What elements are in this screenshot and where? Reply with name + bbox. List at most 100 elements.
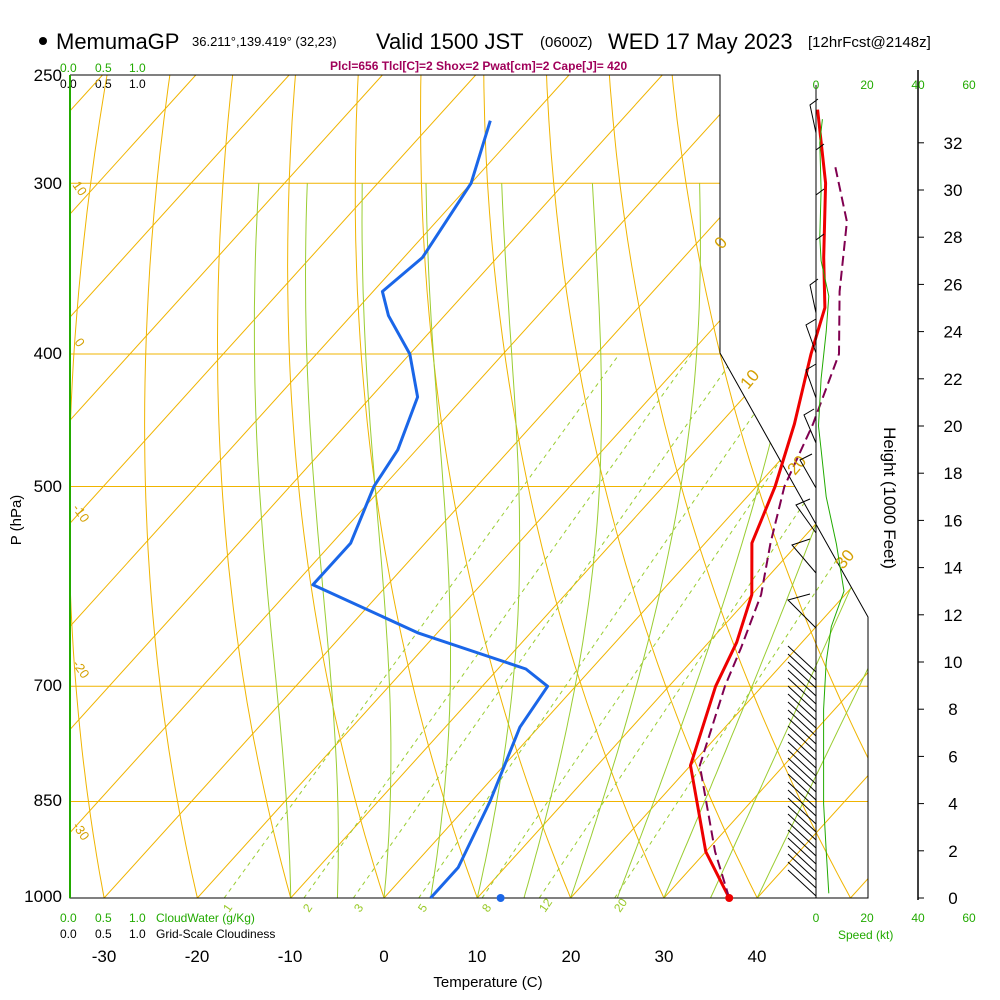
wind-barb-low xyxy=(787,717,817,745)
moist-adiabat-line xyxy=(570,183,701,898)
forecast-run: [12hrFcst@2148z] xyxy=(808,34,931,51)
wind-barb-low xyxy=(787,709,817,737)
valid-time: Valid 1500 JST xyxy=(376,29,524,54)
t-tick-10: 10 xyxy=(468,947,487,966)
wind-barb-low xyxy=(787,677,817,705)
wind-barb-low xyxy=(787,725,817,753)
dry-adiabat-line xyxy=(980,51,1000,927)
isotherm-line xyxy=(290,75,868,898)
wind-barb-low xyxy=(787,821,817,849)
top-green-scale-1: 0.5 xyxy=(95,61,112,75)
wind-barb-low xyxy=(787,685,817,713)
wind-barb-upper xyxy=(815,143,825,178)
top-green-scale-2: 1.0 xyxy=(129,61,146,75)
mixing-ratio-line-1 xyxy=(223,353,620,898)
dry-adiabat-line xyxy=(70,75,112,898)
temperature-axis: -30 -20 -10 0 10 20 30 40 xyxy=(92,947,767,966)
isotherm-line xyxy=(70,75,756,898)
wind-barb-low xyxy=(787,797,817,825)
speed-top-0: 0 xyxy=(813,78,820,92)
wind-barb-upper xyxy=(805,363,817,399)
isotherm-line xyxy=(70,75,570,898)
wind-barb-upper xyxy=(809,278,819,314)
bottom-green-scale-2: 1.0 xyxy=(129,911,146,925)
wind-barb-low xyxy=(787,661,817,689)
speed-bottom-40: 40 xyxy=(911,911,925,925)
wind-barb-upper xyxy=(791,538,817,574)
x-axis-label: Temperature (C) xyxy=(433,974,542,991)
wind-barb-low xyxy=(787,669,817,697)
wind-barb-low xyxy=(787,765,817,793)
height-tick-0: 0 xyxy=(948,889,957,908)
surface-dewpoint-marker xyxy=(496,894,505,902)
isotherm-line xyxy=(70,75,477,898)
isotherm-line xyxy=(70,75,383,898)
speed-bottom-60: 60 xyxy=(962,911,976,925)
mixing-label-8: 8 xyxy=(479,901,494,915)
dry-adiabat-line xyxy=(855,75,868,898)
moist-adiabat-line xyxy=(756,182,868,898)
moist-adiabat-line xyxy=(710,183,868,898)
wind-barb-low xyxy=(787,749,817,777)
height-tick-6: 6 xyxy=(948,747,957,766)
wind-barb-low xyxy=(787,781,817,809)
height-tick-30: 30 xyxy=(944,181,963,200)
wind-barb-upper xyxy=(787,593,817,629)
mixing-ratio-line-8 xyxy=(481,353,854,898)
dry-adiabat-line xyxy=(144,75,205,898)
wind-barb-upper xyxy=(795,498,817,534)
moist-adiabat-line xyxy=(616,183,817,898)
wind-speed-trace xyxy=(817,119,845,894)
wind-barb-low xyxy=(787,645,817,673)
grid-lines xyxy=(0,51,1000,927)
mixing-ratio-line-3 xyxy=(352,353,737,898)
wind-barb-low xyxy=(787,861,817,889)
wind-barb-low xyxy=(787,693,817,721)
moist-adiabat-line xyxy=(425,183,451,898)
height-tick-18: 18 xyxy=(944,464,963,483)
height-tick-4: 4 xyxy=(948,795,957,814)
top-black-scale-1: 0.5 xyxy=(95,77,112,91)
t-tick-minus30: -30 xyxy=(92,947,117,966)
isotherm-line xyxy=(70,75,290,898)
dry-adiabat-line xyxy=(216,75,300,898)
bottom-green-scale-1: 0.5 xyxy=(95,911,112,925)
wind-barb-low xyxy=(787,733,817,761)
wind-barb-low xyxy=(787,845,817,873)
mixing-label-2: 2 xyxy=(300,901,315,915)
mixing-label-5: 5 xyxy=(415,901,430,915)
surface-temperature-marker xyxy=(725,894,734,902)
speed-bottom-0: 0 xyxy=(813,911,820,925)
height-tick-20: 20 xyxy=(944,417,963,436)
speed-top-40: 40 xyxy=(911,78,925,92)
p-tick-700: 700 xyxy=(34,676,62,695)
speed-top-60: 60 xyxy=(962,78,976,92)
wind-barb-low xyxy=(787,757,817,785)
dewpoint-trace xyxy=(311,120,550,900)
height-axis-label: Height (1000 Feet) xyxy=(880,427,899,569)
adiabat-label-20: 20 xyxy=(784,452,811,479)
wind-barb-low xyxy=(787,773,817,801)
bottom-black-scale-1: 0.5 xyxy=(95,927,112,941)
dry-adiabat-line xyxy=(483,75,678,898)
wind-barb-upper xyxy=(805,318,817,354)
isotherm-line xyxy=(0,75,9,898)
wind-barb-low xyxy=(787,805,817,833)
isotherm-label-minus20: -20 xyxy=(70,657,93,681)
isotherm-label-minus30: -30 xyxy=(70,819,93,843)
p-tick-300: 300 xyxy=(34,174,62,193)
station-coords: 36.211°,139.419° (32,23) xyxy=(192,34,337,49)
t-tick-minus20: -20 xyxy=(185,947,210,966)
top-black-scale-0: 0.0 xyxy=(60,77,77,91)
wind-barb-low xyxy=(787,869,817,897)
forecast-date: WED 17 May 2023 xyxy=(608,29,793,54)
dry-adiabat-line xyxy=(607,75,868,898)
height-tick-2: 2 xyxy=(948,842,957,861)
p-tick-250: 250 xyxy=(34,66,62,85)
t-tick-minus10: -10 xyxy=(278,947,303,966)
height-tick-16: 16 xyxy=(944,511,963,530)
wind-barb-upper xyxy=(809,98,819,134)
station-name: MemumaGP xyxy=(56,29,179,54)
dry-adiabat-line xyxy=(669,75,868,898)
